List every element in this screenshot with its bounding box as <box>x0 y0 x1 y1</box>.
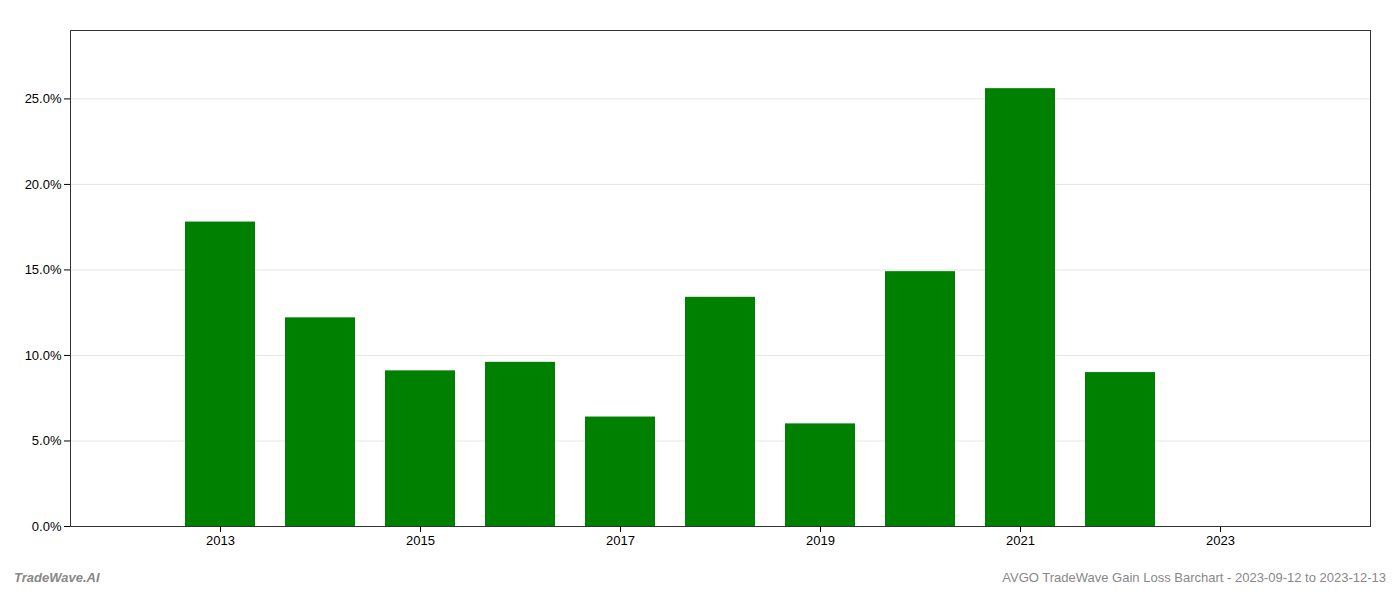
svg-text:25.0%: 25.0% <box>25 91 62 106</box>
svg-text:2015: 2015 <box>406 533 435 548</box>
html-text:TradeWave.AI: TradeWave.AI <box>14 570 100 585</box>
svg-text:2023: 2023 <box>1206 533 1235 548</box>
svg-text:2013: 2013 <box>206 533 235 548</box>
html-text:AVGO TradeWave Gain Loss Barch: AVGO TradeWave Gain Loss Barchart - 2023… <box>1002 570 1386 585</box>
svg-text:5.0%: 5.0% <box>32 433 62 448</box>
svg-text:20.0%: 20.0% <box>25 177 62 192</box>
svg-text:15.0%: 15.0% <box>25 262 62 277</box>
svg-text:10.0%: 10.0% <box>25 348 62 363</box>
svg-text:2019: 2019 <box>806 533 835 548</box>
svg-text:2017: 2017 <box>606 533 635 548</box>
svg-text:0.0%: 0.0% <box>32 519 62 534</box>
svg-text:2021: 2021 <box>1006 533 1035 548</box>
